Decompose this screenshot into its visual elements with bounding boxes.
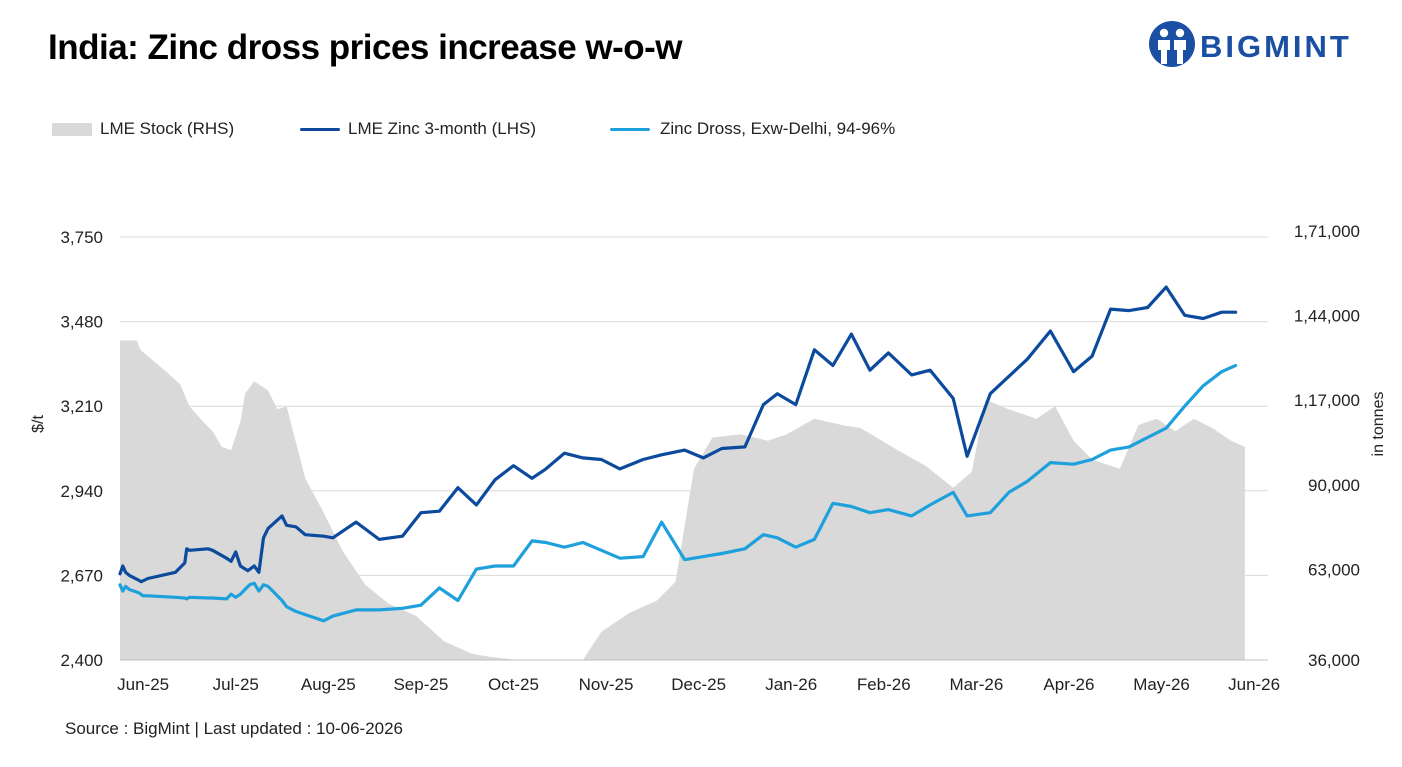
y2-tick-label: 1,71,000 bbox=[1294, 222, 1360, 241]
x-tick-label: Dec-25 bbox=[671, 675, 726, 694]
y-tick-label: 2,670 bbox=[60, 566, 103, 585]
legend-label-lme-zinc: LME Zinc 3-month (LHS) bbox=[348, 119, 536, 138]
series-area-lme-stock bbox=[120, 340, 1245, 660]
y-tick-label: 3,750 bbox=[60, 228, 103, 247]
y-axis-title: $/t bbox=[30, 415, 47, 433]
y-tick-label: 2,400 bbox=[60, 651, 103, 670]
y2-tick-label: 63,000 bbox=[1308, 560, 1360, 579]
legend-swatch-lme-stock bbox=[52, 123, 92, 136]
source-note: Source : BigMint | Last updated : 10-06-… bbox=[65, 719, 404, 738]
legend-swatch-zinc-dross bbox=[610, 128, 650, 131]
y2-axis-title: in tonnes bbox=[1370, 392, 1387, 457]
x-tick-label: Aug-25 bbox=[301, 675, 356, 694]
legend-label-lme-stock: LME Stock (RHS) bbox=[100, 119, 235, 138]
y2-tick-label: 1,17,000 bbox=[1294, 391, 1360, 410]
x-tick-label: Jun-25 bbox=[117, 675, 169, 694]
legend-label-zinc-dross: Zinc Dross, Exw-Delhi, 94-96% bbox=[660, 119, 896, 138]
y2-tick-label: 36,000 bbox=[1308, 651, 1360, 670]
y-tick-label: 2,940 bbox=[60, 482, 103, 501]
x-tick-label: Oct-25 bbox=[488, 675, 539, 694]
chart-title: India: Zinc dross prices increase w-o-w bbox=[48, 28, 683, 67]
bigmint-logo: BIGMINT bbox=[1148, 20, 1368, 72]
x-tick-label: Jul-25 bbox=[213, 675, 259, 694]
x-tick-label: Jan-26 bbox=[765, 675, 817, 694]
y2-tick-label: 90,000 bbox=[1308, 476, 1360, 495]
bigmint-people-icon bbox=[1149, 21, 1195, 67]
series-line-lme-zinc bbox=[118, 285, 1238, 584]
y-tick-label: 3,210 bbox=[60, 397, 103, 416]
x-tick-label: Feb-26 bbox=[857, 675, 911, 694]
y-tick-label: 3,480 bbox=[60, 313, 103, 332]
logo-text: BIGMINT bbox=[1200, 29, 1352, 64]
x-tick-label: Nov-25 bbox=[579, 675, 634, 694]
x-tick-label: May-26 bbox=[1133, 675, 1190, 694]
series-line-zinc-dross bbox=[118, 363, 1238, 623]
x-tick-label: Apr-26 bbox=[1043, 675, 1094, 694]
x-tick-label: Jun-26 bbox=[1228, 675, 1280, 694]
x-tick-label: Mar-26 bbox=[949, 675, 1003, 694]
y2-tick-label: 1,44,000 bbox=[1294, 307, 1360, 326]
x-tick-label: Sep-25 bbox=[393, 675, 448, 694]
legend-swatch-lme-zinc bbox=[300, 128, 340, 131]
